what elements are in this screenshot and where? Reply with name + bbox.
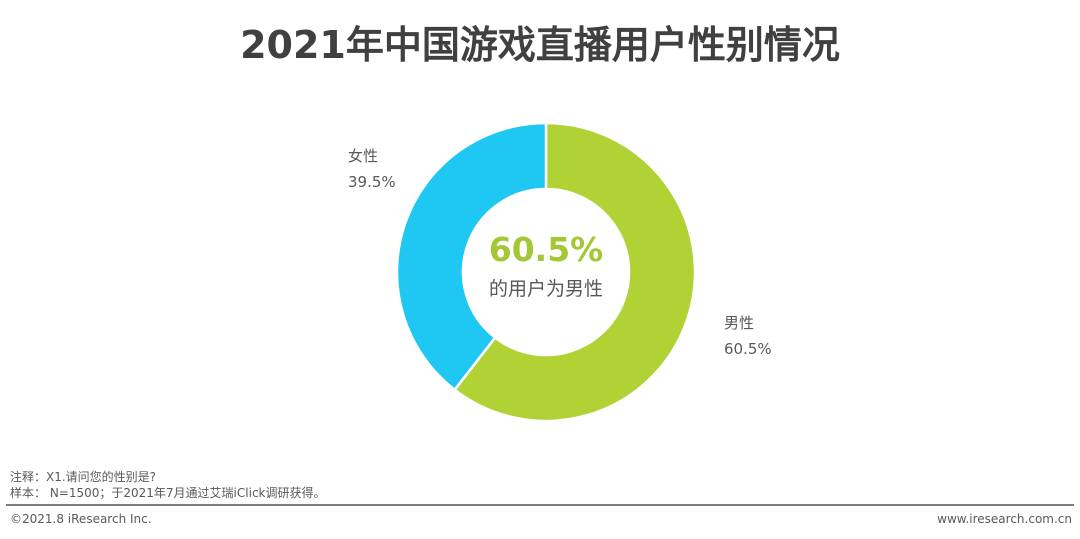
note-sample: 样本： N=1500；于2021年7月通过艾瑞iClick调研获得。	[10, 486, 326, 500]
copyright: ©2021.8 iResearch Inc.	[10, 512, 152, 526]
website-link[interactable]: www.iresearch.com.cn	[937, 512, 1072, 526]
donut-slice-female	[395, 121, 548, 392]
female-label: 女性	[348, 147, 379, 165]
note-question: 注释：X1.请问您的性别是?	[10, 470, 157, 484]
footer-divider	[6, 504, 1074, 506]
center-value: 60.5%	[488, 230, 604, 269]
chart-title: 2021年中国游戏直播用户性别情况	[240, 23, 840, 67]
donut-slice-male	[452, 121, 697, 423]
female-value: 39.5%	[348, 173, 396, 191]
slice-label-female: 女性 39.5%	[348, 143, 396, 195]
center-text: 的用户为男性	[488, 278, 603, 300]
male-label: 男性	[724, 314, 755, 332]
male-value: 60.5%	[724, 340, 772, 358]
slice-label-male: 男性 60.5%	[724, 310, 772, 362]
